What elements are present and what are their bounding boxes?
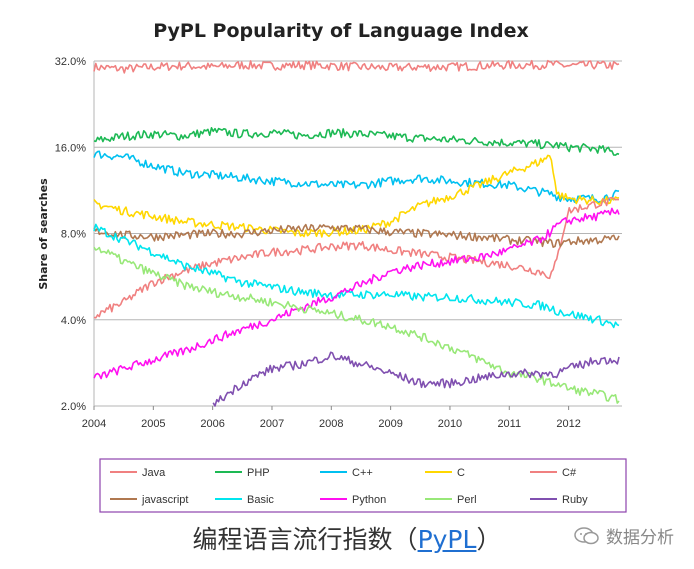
series-line-c- — [93, 150, 620, 204]
legend-item: PHP — [247, 467, 270, 479]
x-tick-label: 2006 — [200, 418, 224, 430]
legend-item: C — [457, 467, 465, 479]
caption-link[interactable]: PyPL — [417, 525, 477, 554]
x-tick-label: 2012 — [556, 418, 580, 430]
y-tick-labels: 2.0% 4.0% 8.0% 16.0% 32.0% — [55, 56, 86, 413]
x-tick-label: 2005 — [141, 418, 165, 430]
series-line-basic — [93, 223, 620, 329]
y-axis-label: Share of searches — [37, 178, 50, 290]
x-tick-label: 2010 — [438, 418, 462, 430]
caption-end: ） — [476, 525, 502, 554]
chart: PyPL Popularity of Language Index 2.0% 4.… — [37, 20, 627, 513]
caption: 编程语言流行指数（PyPL） — [0, 520, 694, 556]
y-tick-label: 8.0% — [61, 229, 86, 241]
legend-item: javascript — [141, 494, 188, 506]
x-tick-label: 2004 — [82, 418, 106, 430]
series-line-python — [93, 207, 620, 380]
legend-item: C# — [562, 467, 577, 479]
series-line-c — [93, 154, 620, 238]
series-lines — [93, 59, 620, 407]
x-tick-label: 2007 — [260, 418, 284, 430]
legend-item: Basic — [247, 494, 274, 506]
legend-item: C++ — [352, 467, 373, 479]
legend-item: Python — [352, 494, 386, 506]
x-tick-label: 2008 — [319, 418, 343, 430]
watermark-text: 数据分析 — [606, 528, 674, 548]
legend-box — [99, 458, 627, 513]
chart-title: PyPL Popularity of Language Index — [153, 20, 529, 42]
series-line-php — [93, 127, 620, 156]
legend-item: Java — [142, 467, 166, 479]
caption-text: 编程语言流行指数（ — [192, 525, 418, 554]
wechat-icon — [574, 526, 599, 544]
watermark: 数据分析 — [574, 523, 674, 548]
x-tick-label: 2009 — [378, 418, 402, 430]
y-tick-label: 4.0% — [61, 315, 86, 327]
series-line-java — [93, 59, 620, 74]
x-tick-labels: 2004 2005 2006 2007 2008 2009 2010 2011 2012 — [82, 406, 581, 430]
y-tick-label: 2.0% — [61, 401, 86, 413]
series-line-perl — [93, 246, 620, 404]
legend: Java PHP C++ C C# javascript Basic Python Perl Ru… — [110, 467, 588, 506]
legend-item: Perl — [457, 494, 477, 506]
y-tick-label: 32.0% — [55, 56, 86, 68]
y-tick-label: 16.0% — [55, 142, 86, 154]
series-line-ruby — [212, 351, 620, 407]
series-line-c- — [93, 196, 620, 319]
series-line-javascript — [93, 223, 620, 248]
legend-item: Ruby — [562, 494, 588, 506]
x-tick-label: 2011 — [497, 418, 521, 430]
